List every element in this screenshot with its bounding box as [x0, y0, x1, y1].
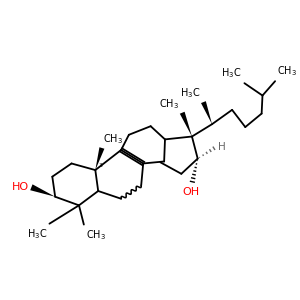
Text: H$_3$C: H$_3$C	[180, 86, 201, 100]
Polygon shape	[201, 101, 212, 124]
Text: CH$_3$: CH$_3$	[278, 64, 297, 78]
Text: CH$_3$: CH$_3$	[86, 228, 106, 242]
Text: HO: HO	[11, 182, 28, 192]
Text: H$_3$C: H$_3$C	[221, 67, 242, 80]
Polygon shape	[180, 112, 192, 136]
Text: 3: 3	[99, 163, 103, 168]
Text: H$_3$C: H$_3$C	[27, 227, 47, 241]
Text: CH$_3$: CH$_3$	[103, 132, 123, 146]
Polygon shape	[30, 184, 55, 197]
Text: H: H	[218, 142, 226, 152]
Text: OH: OH	[182, 187, 199, 197]
Text: CH$_3$: CH$_3$	[159, 97, 179, 111]
Polygon shape	[95, 147, 104, 170]
